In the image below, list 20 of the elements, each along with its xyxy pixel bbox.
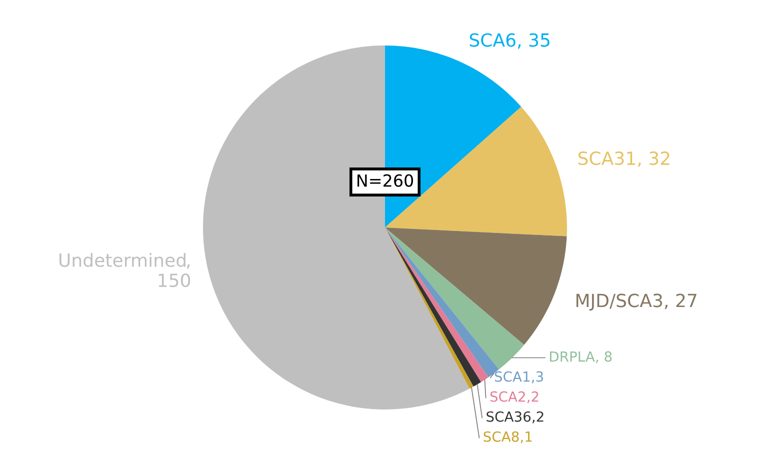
data-label: , 27	[664, 294, 696, 310]
data-label: ,2	[527, 391, 538, 404]
data-label: ,3	[532, 371, 543, 384]
pie-slice	[385, 228, 567, 345]
slice-label: SCA31	[578, 151, 636, 166]
data-label: , 35	[518, 33, 550, 49]
pie-slice	[203, 46, 470, 410]
data-label: , 32	[638, 151, 670, 167]
slice-label: MJD/SCA3	[576, 294, 662, 311]
data-label: ,2	[532, 411, 544, 424]
slice-label: SCA1	[494, 371, 530, 382]
slice-label: SCA36	[486, 411, 531, 422]
text: N=260	[358, 174, 414, 187]
slice-label: SCA8	[484, 431, 519, 442]
slice-label: SCA6	[470, 33, 516, 47]
slice-label: SCA2	[490, 391, 525, 402]
data-label: , 8	[596, 351, 612, 364]
slice-label: DRPLA	[550, 351, 595, 362]
data-label: ,1	[520, 432, 532, 444]
pie-slice	[385, 228, 524, 370]
